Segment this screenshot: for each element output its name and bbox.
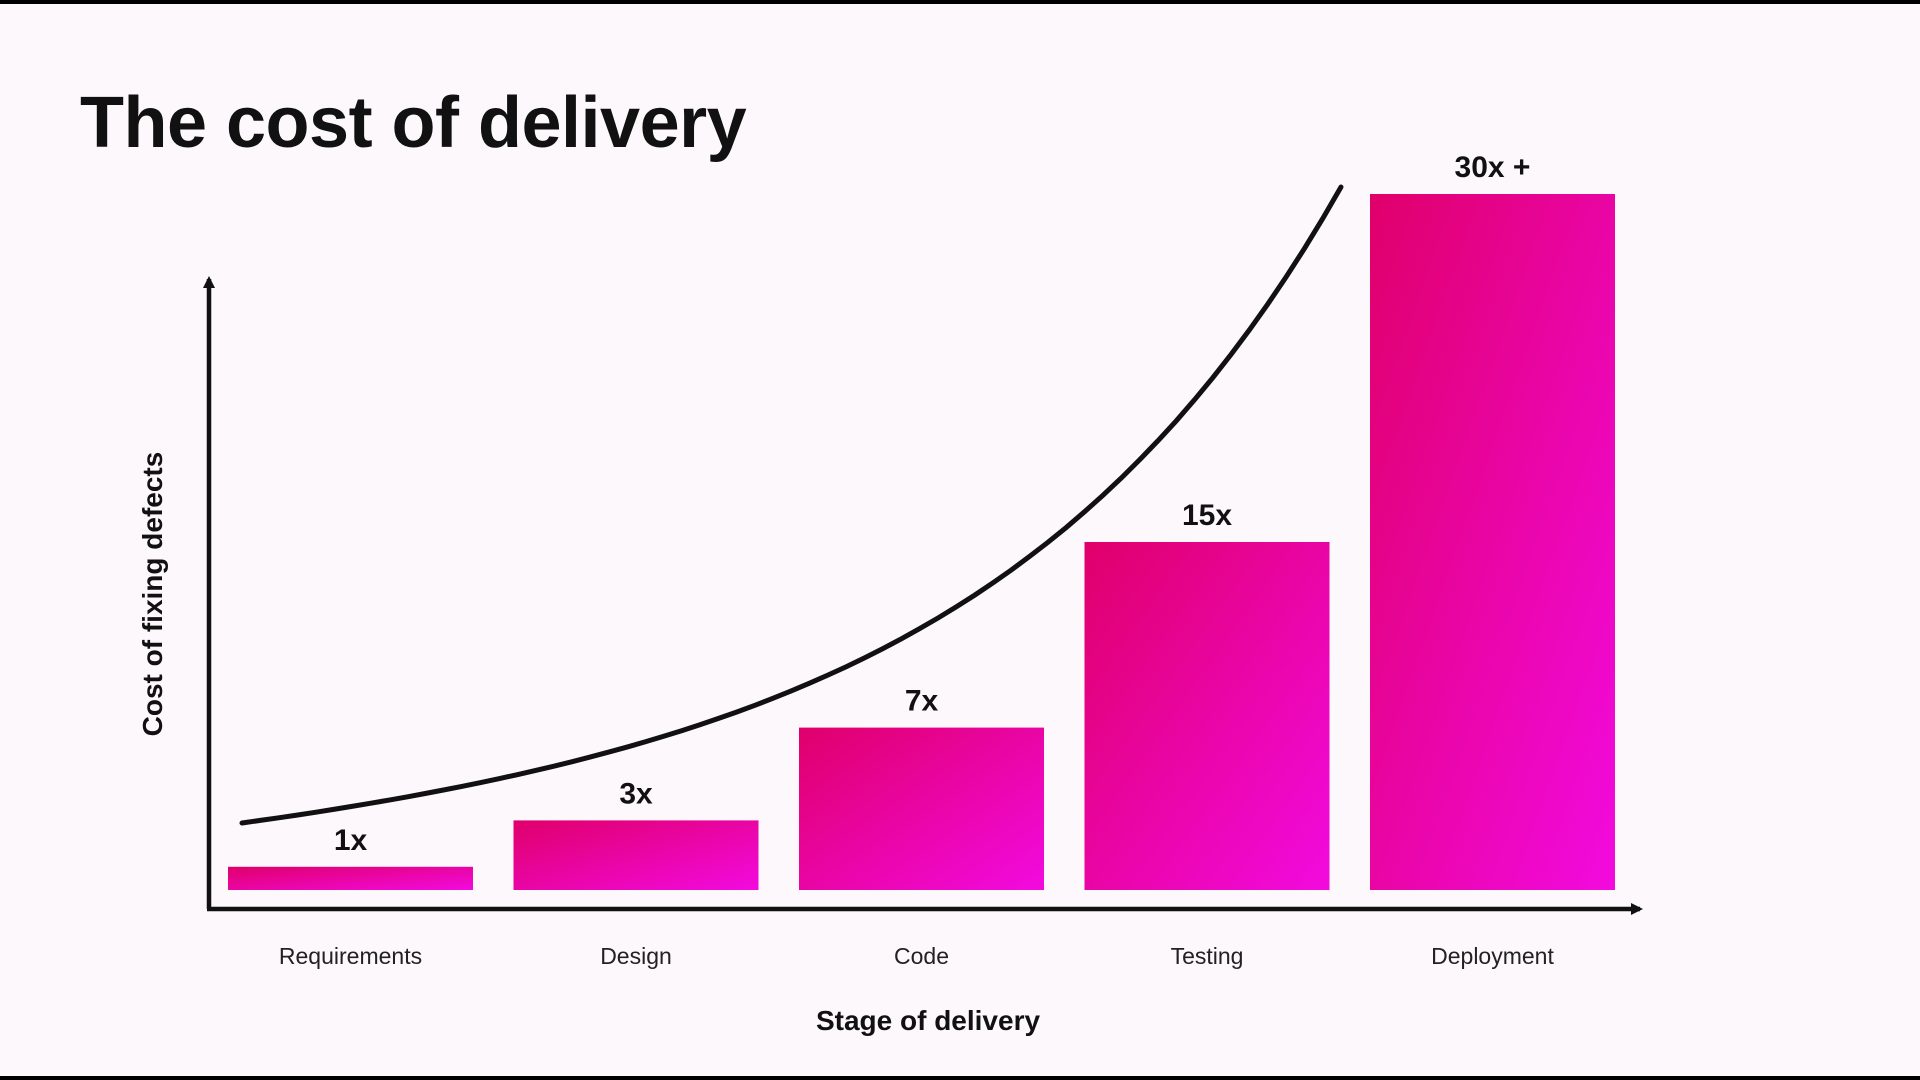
bar-requirements <box>228 866 473 890</box>
bars <box>228 194 1615 890</box>
bar-testing <box>1084 542 1330 890</box>
x-tick-labels: Requirements Design Code Testing Deployment <box>279 943 1555 969</box>
slide: The cost of delivery 1x 3x 7x 15x 30x + Requ… <box>0 4 1920 1076</box>
x-axis-title: Stage of delivery <box>816 1005 1041 1036</box>
x-tick-code: Code <box>894 943 949 969</box>
bar-design <box>513 820 759 890</box>
value-label-requirements: 1x <box>334 824 368 857</box>
bar-deployment <box>1370 194 1615 890</box>
bar-code <box>799 727 1044 890</box>
x-tick-deployment: Deployment <box>1431 943 1554 969</box>
x-tick-design: Design <box>600 943 672 969</box>
x-tick-testing: Testing <box>1171 943 1244 969</box>
trend-curve <box>239 184 1344 826</box>
x-tick-requirements: Requirements <box>279 943 422 969</box>
value-label-code: 7x <box>905 685 939 718</box>
value-label-testing: 15x <box>1182 499 1232 532</box>
slide-title: The cost of delivery <box>80 83 747 163</box>
cost-chart: 1x 3x 7x 15x 30x + Requirements Design Code Tes… <box>137 151 1643 1036</box>
y-axis-title: Cost of fixing defects <box>137 452 168 737</box>
value-labels: 1x 3x 7x 15x 30x + <box>334 151 1531 857</box>
value-label-deployment: 30x + <box>1455 151 1531 184</box>
value-label-design: 3x <box>619 777 653 810</box>
